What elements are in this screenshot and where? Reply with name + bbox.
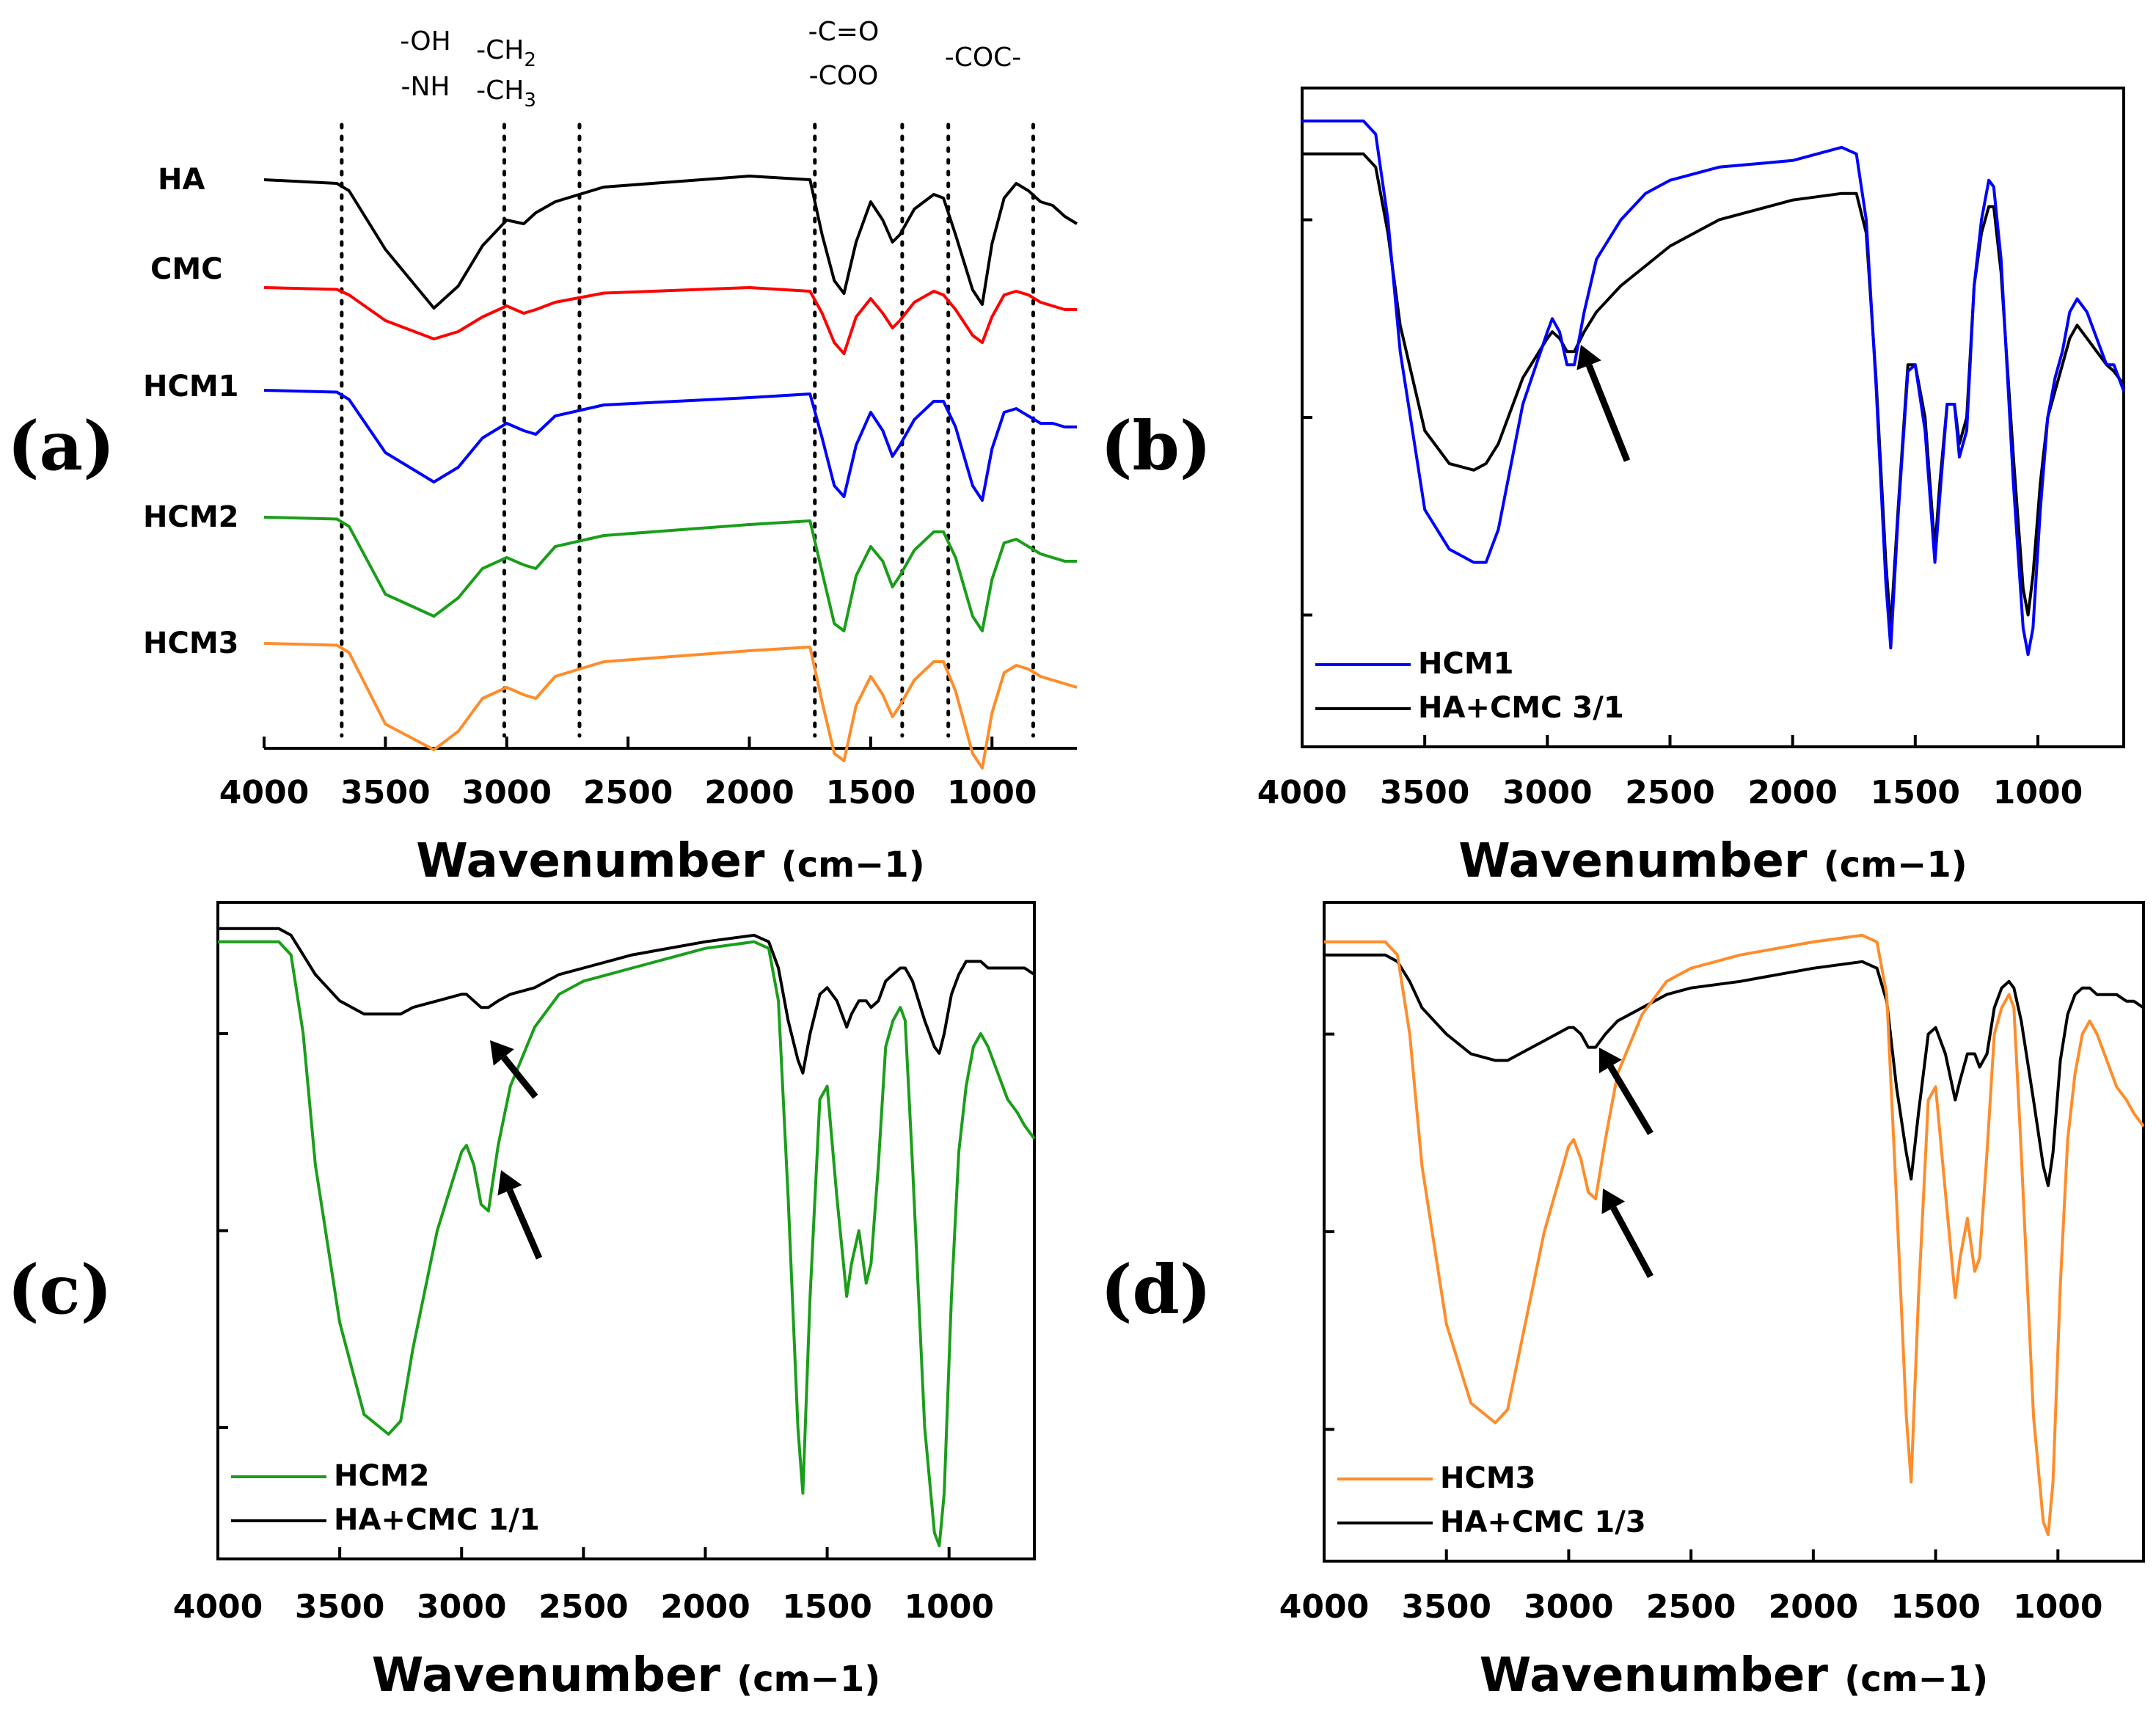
x-tick-label-4000: 4000 xyxy=(219,774,309,811)
x-axis-title: Wavenumber (cm−1) xyxy=(1480,1648,1988,1703)
x-tick-label-2500: 2500 xyxy=(538,1588,628,1626)
panel-c: 4000 3500 3000 2500 2000 1500 1000 Wavenumber (… xyxy=(7,901,1036,1703)
x-axis-title-text: Wavenumber xyxy=(372,1648,737,1703)
panel-label: (c) xyxy=(7,1250,112,1329)
panel-b: 4000 3500 3000 2500 2000 1500 1000 Wavenumber (… xyxy=(1100,87,2125,888)
panel-a: 4000 3500 3000 2500 2000 1500 1000 Wavenumber (… xyxy=(7,17,1078,888)
series-line-ha-cmc-1-3 xyxy=(1324,953,2145,1188)
x-axis-title-text: Wavenumber xyxy=(416,834,781,888)
x-tick-label-2000: 2000 xyxy=(704,774,794,811)
x-tick-label-2000: 2000 xyxy=(1747,774,1837,811)
series-line-hcm2 xyxy=(263,516,1077,632)
x-tick-label-2500: 2500 xyxy=(1625,774,1714,811)
series-line-hcm3 xyxy=(263,642,1078,770)
arrow-1-shaft xyxy=(506,1188,543,1260)
x-tick-label-1000: 1000 xyxy=(904,1588,993,1626)
legend-entry-1: HA+CMC 3/1 xyxy=(1418,691,1624,725)
series-line-hcm1 xyxy=(263,389,1077,502)
x-tick-label-1500: 1500 xyxy=(1871,774,1960,811)
arrow-0-shaft xyxy=(501,1055,538,1099)
group-label-subscript: 3 xyxy=(524,90,536,112)
arrow-0-shaft xyxy=(1585,364,1631,462)
x-tick-label-1000: 1000 xyxy=(947,774,1037,811)
group-label-0-0: -OH xyxy=(400,26,450,56)
x-tick-label-2500: 2500 xyxy=(1646,1588,1736,1626)
x-tick-label-3500: 3500 xyxy=(295,1588,384,1626)
x-tick-label-1000: 1000 xyxy=(1993,774,2083,811)
arrow-1-head xyxy=(1601,1188,1626,1214)
arrow-0-head xyxy=(1576,345,1601,370)
series-line-hcm2 xyxy=(218,940,1036,1548)
x-axis-title: Wavenumber (cm−1) xyxy=(416,834,924,888)
group-label-1-1: -CH3 xyxy=(476,76,536,112)
x-tick-label-3000: 3000 xyxy=(1524,1588,1613,1626)
group-label-subscript: 2 xyxy=(524,49,536,71)
arrow-1-head xyxy=(497,1170,522,1196)
x-tick-label-2000: 2000 xyxy=(1769,1588,1858,1626)
arrow-1-shaft xyxy=(1610,1206,1653,1279)
x-tick-label-1500: 1500 xyxy=(1890,1588,1980,1626)
x-tick-label-3500: 3500 xyxy=(1401,1588,1491,1626)
x-tick-label-4000: 4000 xyxy=(173,1588,263,1626)
series-label-hcm1: HCM1 xyxy=(143,370,238,403)
x-tick-label-3000: 3000 xyxy=(417,1588,506,1626)
panel-label: (b) xyxy=(1100,406,1211,486)
x-axis-title: Wavenumber (cm−1) xyxy=(372,1648,880,1703)
series-line-cmc xyxy=(263,286,1077,355)
x-axis-unit: (cm−1) xyxy=(1824,844,1967,885)
group-label-2-1: -COO xyxy=(809,61,879,91)
x-axis-title-text: Wavenumber xyxy=(1458,834,1824,888)
series-line-ha-cmc-1-1 xyxy=(218,927,1036,1075)
group-label-base: -CH xyxy=(476,35,524,65)
x-tick-label-2000: 2000 xyxy=(660,1588,750,1626)
legend-entry-1: HA+CMC 1/3 xyxy=(1440,1505,1646,1539)
x-axis-unit: (cm−1) xyxy=(1844,1659,1988,1700)
x-tick-label-3000: 3000 xyxy=(462,774,552,811)
group-label-0-1: -NH xyxy=(401,72,450,102)
x-axis-unit: (cm−1) xyxy=(737,1659,880,1700)
x-tick-label-1000: 1000 xyxy=(2013,1588,2102,1626)
legend-entry-0: HCM1 xyxy=(1418,647,1513,681)
legend-entry-1: HA+CMC 1/1 xyxy=(334,1503,540,1537)
series-line-hcm3 xyxy=(1324,933,2145,1537)
x-tick-label-3500: 3500 xyxy=(1380,774,1469,811)
legend-entry-0: HCM3 xyxy=(1440,1461,1535,1495)
panel-label: (d) xyxy=(1100,1250,1211,1329)
group-label-3-0: -COC- xyxy=(945,43,1022,73)
arrow-0-head xyxy=(1598,1048,1622,1073)
group-label-1-0: -CH2 xyxy=(476,35,536,71)
x-axis-unit: (cm−1) xyxy=(781,844,925,885)
arrow-0-shaft xyxy=(1607,1064,1653,1136)
x-axis-title-text: Wavenumber xyxy=(1480,1648,1845,1703)
x-tick-label-1500: 1500 xyxy=(826,774,916,811)
series-line-hcm1 xyxy=(1302,119,2125,657)
x-tick-label-3000: 3000 xyxy=(1502,774,1592,811)
series-line-ha-cmc-3-1 xyxy=(1302,152,2125,630)
arrow-0-head xyxy=(490,1040,514,1066)
panel-label: (a) xyxy=(7,406,115,486)
group-label-base: -CH xyxy=(476,76,524,106)
x-axis-title: Wavenumber (cm−1) xyxy=(1458,834,1967,888)
series-line-ha xyxy=(263,175,1078,310)
x-tick-label-2500: 2500 xyxy=(583,774,673,811)
series-label-cmc: CMC xyxy=(150,252,223,286)
series-label-ha: HA xyxy=(158,163,205,197)
group-label-2-0: -C=O xyxy=(808,17,880,47)
series-label-hcm3: HCM3 xyxy=(143,627,238,660)
x-tick-label-4000: 4000 xyxy=(1279,1588,1369,1626)
x-tick-label-1500: 1500 xyxy=(782,1588,871,1626)
x-tick-label-3500: 3500 xyxy=(340,774,430,811)
x-tick-label-4000: 4000 xyxy=(1257,774,1347,811)
series-label-hcm2: HCM2 xyxy=(143,500,238,534)
legend-entry-0: HCM2 xyxy=(334,1459,429,1493)
panel-d: 4000 3500 3000 2500 2000 1500 1000 Wavenumber (… xyxy=(1100,901,2145,1703)
